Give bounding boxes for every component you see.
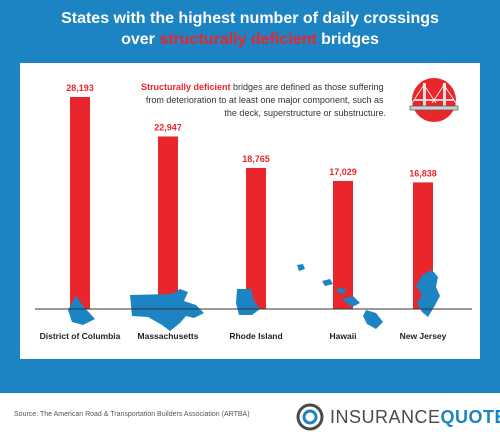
title-line-1: States with the highest number of daily …: [61, 10, 439, 27]
value-label: 28,193: [66, 83, 94, 93]
category-label: Massachusetts: [138, 331, 199, 341]
note-line-1-rest: bridges are defined as those suffering: [231, 82, 384, 92]
footer: Source: The American Road & Transportati…: [0, 393, 500, 441]
title-line-2: over structurally deficient bridges: [0, 29, 500, 50]
value-label: 18,765: [242, 154, 270, 164]
title-highlight: structurally deficient: [159, 31, 317, 48]
definition-note: Structurally deficient bridges are defin…: [141, 82, 386, 118]
category-label: New Jersey: [400, 331, 447, 341]
blue-frame: States with the highest number of daily …: [0, 0, 500, 393]
title-line-2-pre: over: [121, 31, 160, 48]
state-maps-layer: [68, 264, 440, 331]
source-text: Source: The American Road & Transportati…: [14, 411, 250, 418]
title-line-2-post: bridges: [316, 31, 379, 48]
new-jersey-map-icon: [416, 270, 440, 317]
bar-district-of-columbia: [70, 97, 90, 309]
massachusetts-map-icon: [130, 289, 204, 331]
insurancequotes-logo-icon: [296, 403, 324, 431]
labels-layer: 28,193 District of Columbia 22,947 Massachu…: [40, 83, 447, 341]
category-label: Rhode Island: [229, 331, 282, 341]
bar-hawaii: [333, 180, 353, 309]
hawaii-map-icon: [297, 264, 383, 329]
bridge-icon: [409, 78, 459, 122]
value-label: 17,029: [329, 167, 357, 177]
chart-title: States with the highest number of daily …: [0, 8, 500, 50]
bars-layer: [70, 97, 433, 309]
bar-massachusetts: [158, 136, 178, 309]
value-label: 22,947: [154, 122, 182, 132]
category-label: District of Columbia: [40, 331, 121, 341]
note-line-2: from deterioration to at least one major…: [146, 95, 384, 105]
chart-svg: 28,193 District of Columbia 22,947 Massachu…: [35, 78, 472, 341]
note-line-3: the deck, superstructure or substructure…: [224, 108, 386, 118]
insurancequotes-logo[interactable]: INSURANCEQUOTES: [296, 403, 500, 431]
category-label: Hawaii: [330, 331, 357, 341]
logo-text: INSURANCEQUOTES: [330, 407, 500, 428]
logo-word-2: QUOTES: [440, 407, 500, 427]
logo-word-1: INSURANCE: [330, 407, 441, 427]
bar-rhode-island: [246, 167, 266, 309]
district-of-columbia-map-icon: [68, 296, 95, 325]
note-highlight: Structurally deficient: [141, 82, 231, 92]
chart-panel: 28,193 District of Columbia 22,947 Massachu…: [20, 63, 480, 359]
value-label: 16,838: [409, 168, 437, 178]
